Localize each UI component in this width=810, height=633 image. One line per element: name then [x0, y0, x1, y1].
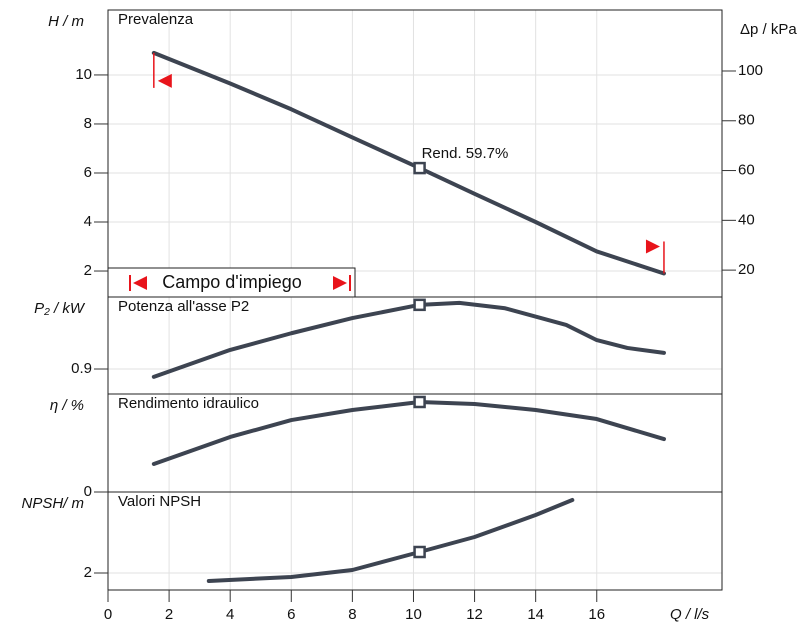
chart: Prevalenza Rend. 59.7% Campo d'impiego Pote… — [0, 0, 810, 628]
duty-point — [415, 300, 425, 310]
duty-label: Rend. 59.7% — [422, 145, 509, 162]
y-axis-label: η / % — [50, 397, 84, 414]
y-axis-label: P₂ / kW — [34, 300, 86, 317]
panel-title: Potenza all'asse P2 — [118, 298, 249, 315]
y-tick-label: 4 — [84, 213, 92, 230]
y2-tick-label: 100 — [738, 62, 763, 79]
x-tick-label: 10 — [405, 606, 422, 623]
y-tick-label: 6 — [84, 164, 92, 181]
x-tick-label: 8 — [348, 606, 356, 623]
x-tick-label: 12 — [466, 606, 483, 623]
x-axis-label: Q / l/s — [670, 606, 710, 623]
y-axis-label: NPSH/ m — [21, 495, 84, 512]
x-tick-label: 4 — [226, 606, 234, 623]
y-axis-label: H / m — [48, 13, 84, 30]
y-tick-label: 0.9 — [71, 360, 92, 377]
duty-point — [415, 547, 425, 557]
x-tick-label: 6 — [287, 606, 295, 623]
y2-tick-label: 80 — [738, 112, 755, 129]
y2-axis-label: Δp / kPa — [740, 21, 797, 38]
range-label: Campo d'impiego — [162, 272, 302, 292]
x-tick-label: 14 — [527, 606, 544, 623]
x-tick-label: 16 — [588, 606, 605, 623]
panel-title: Prevalenza — [118, 11, 194, 28]
duty-point — [415, 397, 425, 407]
x-tick-label: 0 — [104, 606, 112, 623]
duty-point — [415, 163, 425, 173]
y2-tick-label: 60 — [738, 162, 755, 179]
y-tick-label: 8 — [84, 115, 92, 132]
y-tick-label: 2 — [84, 262, 92, 279]
y-tick-label: 10 — [75, 66, 92, 83]
y2-tick-label: 20 — [738, 261, 755, 278]
panel-title: Rendimento idraulico — [118, 395, 259, 412]
x-tick-label: 2 — [165, 606, 173, 623]
y-tick-label: 2 — [84, 564, 92, 581]
panel-title: Valori NPSH — [118, 493, 201, 510]
y2-tick-label: 40 — [738, 211, 755, 228]
y-tick-label: 0 — [84, 483, 92, 500]
